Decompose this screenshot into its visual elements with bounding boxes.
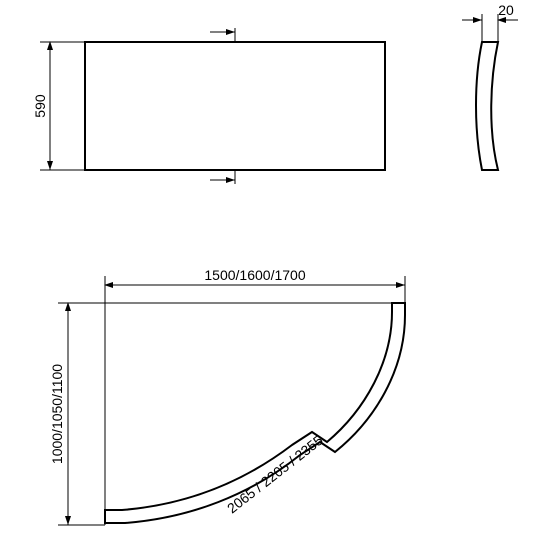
dim-height-590: 590 [32, 94, 48, 118]
dim-arc-length: 2065 / 2205 / 2355 [224, 432, 326, 517]
side-profile [476, 42, 498, 170]
front-panel-rect [85, 42, 385, 170]
dim-thickness-20: 20 [498, 2, 514, 18]
technical-drawing: 590 20 1500/1600/1700 1000/1050/1100 206… [0, 0, 550, 550]
dim-width-plan: 1500/1600/1700 [204, 267, 305, 283]
dim-height-plan: 1000/1050/1100 [49, 364, 65, 464]
